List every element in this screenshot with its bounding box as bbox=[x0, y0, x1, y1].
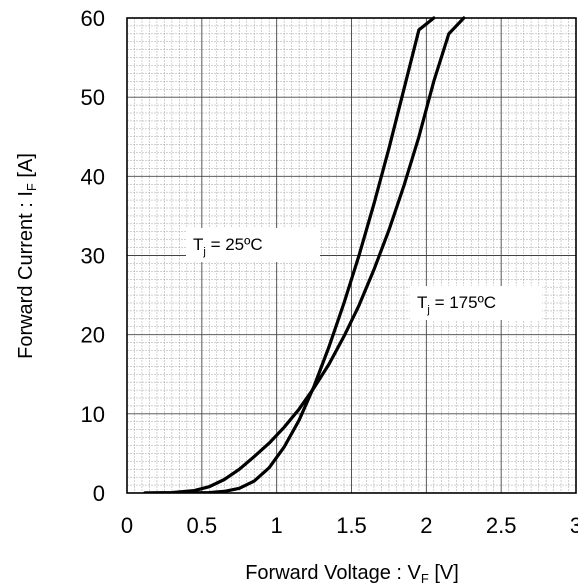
curve-series-1 bbox=[143, 16, 436, 493]
x-axis-label: Forward Voltage : VF [V] bbox=[245, 562, 459, 586]
annotation-tj-175: Tj = 175ºC bbox=[410, 286, 542, 320]
y-tick-label: 20 bbox=[81, 323, 105, 348]
y-axis-label: Forward Current : IF [A] bbox=[15, 153, 39, 359]
x-tick-labels: 0 0.5 1 1.5 2 2.5 3 bbox=[121, 513, 578, 538]
annotation-tj-25: Tj = 25ºC bbox=[186, 228, 320, 262]
x-tick-label: 1.5 bbox=[336, 513, 367, 538]
curves bbox=[143, 16, 466, 493]
y-tick-label: 60 bbox=[81, 6, 105, 31]
y-tick-label: 30 bbox=[81, 244, 105, 269]
x-tick-label: 0.5 bbox=[187, 513, 218, 538]
x-tick-label: 1 bbox=[271, 513, 283, 538]
x-tick-label: 3 bbox=[570, 513, 578, 538]
annotation-tj-25-label: Tj = 25ºC bbox=[193, 235, 263, 258]
y-tick-label: 40 bbox=[81, 164, 105, 189]
y-tick-label: 50 bbox=[81, 85, 105, 110]
y-tick-label: 10 bbox=[81, 402, 105, 427]
y-tick-labels: 0 10 20 30 40 50 60 bbox=[81, 6, 105, 506]
x-tick-label: 2.5 bbox=[486, 513, 517, 538]
y-tick-label: 0 bbox=[93, 481, 105, 506]
x-tick-label: 0 bbox=[121, 513, 133, 538]
x-tick-label: 2 bbox=[420, 513, 432, 538]
annotation-tj-175-label: Tj = 175ºC bbox=[417, 293, 496, 316]
plot-frame bbox=[126, 17, 577, 494]
